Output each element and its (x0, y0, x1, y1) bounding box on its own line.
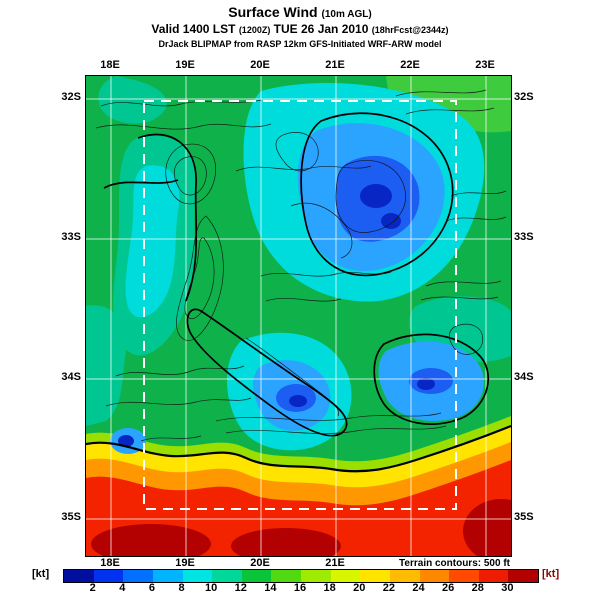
coastline (86, 424, 511, 473)
wind-speed-fill (86, 76, 511, 556)
colorbar-segment (212, 570, 242, 582)
title-line: Surface Wind (10m AGL) (0, 4, 600, 20)
colorbar-segment (152, 570, 183, 582)
lat-label-left: 35S (61, 511, 81, 523)
colorbar-tick-label: 28 (471, 582, 484, 594)
colorbar-unit-left: [kt] (32, 568, 50, 580)
lat-label-right: 32S (514, 91, 534, 103)
colorbar-tick-label: 12 (234, 582, 247, 594)
colorbar-tick-label: 8 (178, 582, 185, 594)
colorbar-tick-label: 22 (382, 582, 395, 594)
lon-label-top: 20E (250, 59, 270, 71)
lat-label-right: 34S (514, 371, 534, 383)
lon-label-bottom: 20E (250, 557, 270, 569)
valid-zulu: (1200Z) (238, 25, 271, 35)
lat-label-left: 34S (61, 371, 81, 383)
colorbar-tick-label: 16 (293, 582, 307, 594)
lat-label-left: 33S (61, 231, 81, 243)
header: Surface Wind (10m AGL) Valid 1400 LST (1… (0, 4, 600, 49)
colorbar-segment (93, 570, 124, 582)
valid-line: Valid 1400 LST (1200Z) TUE 26 Jan 2010 (… (0, 22, 600, 36)
colorbar-segment (360, 570, 390, 582)
colorbar-tick-label: 18 (323, 582, 336, 594)
inner-domain-box (143, 100, 457, 510)
lon-label-top: 21E (325, 59, 345, 71)
lat-label-right: 33S (514, 231, 534, 243)
lat-label-left: 32S (61, 91, 81, 103)
title-suffix: (10m AGL) (321, 9, 372, 20)
colorbar-tick-label: 10 (205, 582, 218, 594)
colorbar-segment (301, 570, 331, 582)
lon-label-top: 23E (475, 59, 495, 71)
colorbar-segment (123, 570, 153, 582)
colorbar-segment (389, 570, 420, 582)
wind-speed-plot (86, 76, 511, 556)
lat-label-right: 35S (514, 511, 534, 523)
page-title: Surface Wind (228, 4, 318, 20)
map-canvas (85, 75, 512, 557)
colorbar-segment (64, 570, 94, 582)
colorbar-segment (419, 570, 450, 582)
valid-prefix: Valid 1400 LST (151, 22, 236, 36)
colorbar-tick-label: 20 (353, 582, 366, 594)
colorbar-tick-label: 2 (89, 582, 96, 594)
lon-label-top: 22E (400, 59, 420, 71)
colorbar-tick-label: 26 (442, 582, 455, 594)
colorbar-tick-label: 4 (119, 582, 126, 594)
lon-label-top: 19E (175, 59, 195, 71)
colorbar (63, 569, 539, 583)
valid-fcst: (18hrFcst@2344z) (371, 25, 449, 35)
lon-label-top: 18E (100, 59, 120, 71)
colorbar-segment (449, 570, 479, 582)
lon-label-bottom: 21E (325, 557, 345, 569)
colorbar-tick-label: 30 (501, 582, 514, 594)
colorbar-segment (478, 570, 509, 582)
model-line: DrJack BLIPMAP from RASP 12km GFS-Initia… (158, 39, 442, 49)
terrain-note: Terrain contours: 500 ft (399, 558, 510, 569)
colorbar-segment (241, 570, 272, 582)
thick-contours (103, 112, 489, 437)
colorbar-segment (508, 570, 538, 582)
colorbar-tick-label: 24 (412, 582, 425, 594)
lon-label-bottom: 19E (175, 557, 195, 569)
colorbar-segment (330, 570, 361, 582)
colorbar-unit-right: [kt] (542, 568, 560, 580)
colorbar-segment (182, 570, 213, 582)
colorbar-tick-label: 6 (148, 582, 155, 594)
valid-date: TUE 26 Jan 2010 (273, 22, 369, 36)
terrain-contours (95, 89, 507, 442)
colorbar-segment (271, 570, 301, 582)
graticule (86, 76, 511, 556)
lon-label-bottom: 18E (100, 557, 120, 569)
colorbar-tick-label: 14 (264, 582, 277, 594)
